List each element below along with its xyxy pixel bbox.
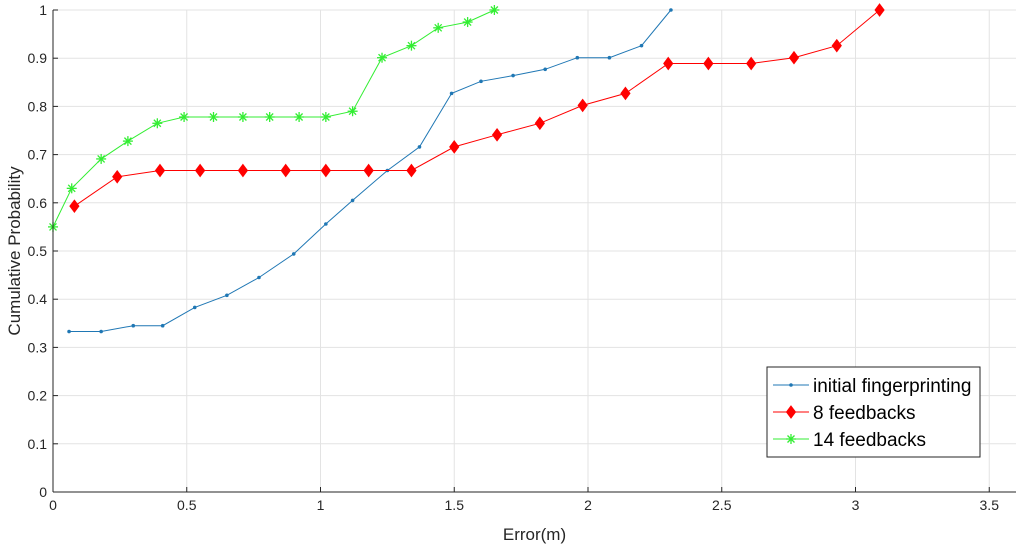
data-point	[294, 112, 305, 123]
data-point	[69, 199, 80, 214]
data-point	[179, 112, 190, 123]
data-point	[663, 56, 674, 71]
data-point	[462, 17, 473, 28]
data-point	[874, 3, 885, 17]
data-point	[449, 140, 460, 154]
series-line	[74, 9, 880, 207]
y-tick-label: 1	[39, 2, 47, 18]
legend-label: initial fingerprinting	[813, 376, 971, 397]
legend-label: 8 feedbacks	[813, 403, 915, 424]
data-point	[703, 56, 714, 71]
data-point	[417, 145, 422, 149]
x-tick-label: 3.5	[980, 497, 1000, 513]
data-point	[577, 98, 588, 113]
data-point	[491, 128, 503, 142]
data-point	[449, 91, 454, 96]
data-point	[320, 163, 331, 178]
y-axis-title: Cumulative Probability	[5, 166, 24, 336]
data-point	[280, 163, 291, 178]
data-point	[67, 329, 71, 334]
data-point	[264, 112, 275, 123]
data-point	[66, 183, 77, 194]
series-line	[69, 9, 672, 332]
y-tick-label: 0	[39, 484, 47, 500]
y-tick-label: 0.2	[28, 388, 48, 404]
y-tick-label: 0.8	[28, 98, 48, 114]
data-point	[96, 153, 107, 164]
data-point	[511, 73, 515, 78]
grid-lines	[53, 9, 1016, 492]
data-point	[160, 323, 165, 328]
data-point	[377, 52, 388, 63]
data-point	[788, 50, 800, 65]
y-tick-label: 0.3	[28, 339, 48, 355]
data-point	[639, 43, 644, 48]
data-point	[746, 56, 757, 71]
data-point	[225, 293, 229, 298]
legend: initial fingerprinting 8 feedbacks 14 feed…	[766, 366, 981, 458]
x-tick-label: 3	[852, 497, 860, 513]
data-point	[785, 405, 797, 419]
tick-labels: 0 0.5 1 1.5 2 2.5 3 3.5 0 0.1 0.2 0.3 0.4 0.5 0.6 0.7 0.…	[28, 2, 1000, 513]
series-lines	[48, 3, 885, 334]
y-tick-label: 0.1	[28, 436, 48, 452]
x-axis-title: Error(m)	[503, 525, 566, 544]
data-point	[433, 22, 444, 33]
data-point	[152, 118, 163, 129]
data-point	[131, 323, 136, 328]
data-point	[363, 163, 374, 178]
legend-label: 14 feedbacks	[813, 430, 926, 451]
x-tick-label: 1.5	[445, 497, 465, 513]
data-point	[320, 112, 331, 123]
data-point	[789, 383, 793, 387]
data-point	[291, 252, 296, 256]
data-point	[669, 8, 673, 12]
data-point	[257, 275, 261, 280]
data-point	[192, 305, 197, 310]
y-tick-label: 0.4	[28, 291, 48, 307]
data-point	[154, 163, 166, 178]
x-tick-label: 1	[317, 497, 325, 513]
series-2	[48, 5, 500, 232]
legend-item: 14 feedbacks	[773, 430, 926, 451]
data-point	[534, 116, 545, 131]
data-point	[406, 40, 417, 51]
data-point	[347, 106, 358, 117]
data-point	[575, 55, 580, 60]
data-point	[112, 169, 123, 184]
data-point	[350, 198, 355, 203]
data-point	[406, 163, 417, 178]
legend-item: initial fingerprinting	[773, 376, 971, 397]
data-point	[543, 67, 547, 72]
legend-item: 8 feedbacks	[773, 403, 915, 424]
data-point	[99, 329, 103, 334]
data-point	[237, 163, 249, 178]
y-tick-label: 0.6	[28, 195, 48, 211]
data-point	[324, 222, 328, 226]
series-1	[69, 3, 885, 214]
axes	[52, 9, 1016, 493]
series-line	[52, 9, 495, 228]
data-point	[208, 112, 219, 123]
data-point	[122, 136, 133, 147]
data-point	[489, 5, 500, 15]
data-point	[786, 434, 796, 444]
y-tick-label: 0.7	[28, 147, 48, 163]
data-point	[479, 79, 483, 84]
y-tick-label: 0.5	[28, 243, 48, 259]
y-tick-label: 0.9	[28, 50, 48, 66]
data-point	[607, 55, 612, 60]
x-tick-label: 0.5	[177, 497, 197, 513]
x-tick-label: 2.5	[712, 497, 732, 513]
data-point	[831, 38, 842, 53]
data-point	[237, 112, 248, 123]
data-point	[195, 163, 206, 178]
x-tick-label: 2	[584, 497, 592, 513]
x-tick-label: 0	[49, 497, 57, 513]
series-0	[67, 8, 673, 334]
legend-items: initial fingerprinting 8 feedbacks 14 feed…	[773, 376, 971, 451]
data-point	[620, 86, 631, 101]
